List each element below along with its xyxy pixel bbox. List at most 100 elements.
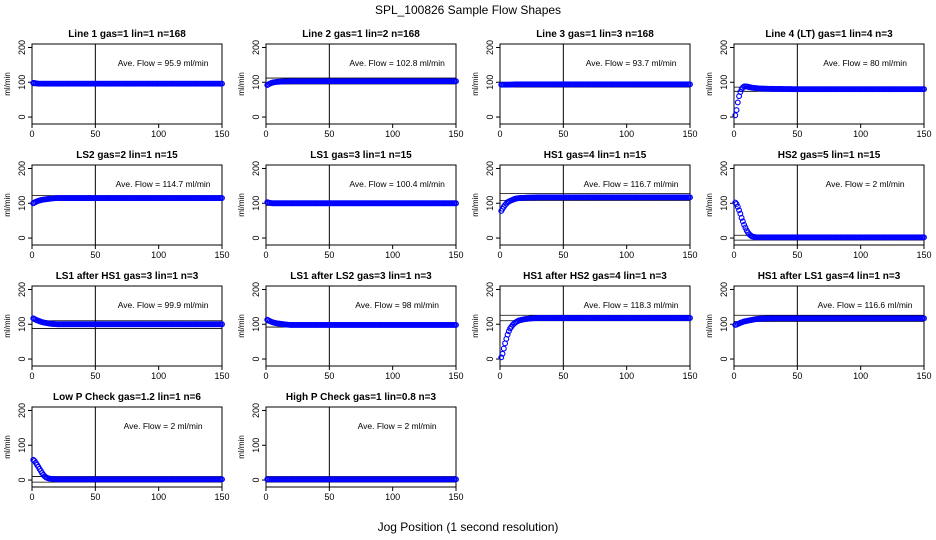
plot-frame xyxy=(31,164,223,246)
y-axis-label: ml/min xyxy=(705,314,714,338)
y-tick-label: 100 xyxy=(251,196,261,211)
figure-xlabel: Jog Position (1 second resolution) xyxy=(378,520,559,534)
y-tick-label: 0 xyxy=(485,357,495,362)
panel-14: High P Check gas=1 lin=0.8 n=3 0 50 100 150 0… xyxy=(237,392,464,502)
data-point xyxy=(453,78,459,85)
y-tick-label: 200 xyxy=(719,40,729,55)
data-point xyxy=(732,112,739,119)
y-tick-label: 100 xyxy=(485,196,495,211)
data-point xyxy=(687,194,693,201)
y-tick-label: 0 xyxy=(17,357,27,362)
x-tick-label: 50 xyxy=(90,371,100,381)
panel-title: High P Check gas=1 lin=0.8 n=3 xyxy=(286,392,437,403)
panel-1: Line 1 gas=1 lin=1 n=168 0 50 100 150 0 100 200… xyxy=(3,29,230,139)
panel-5: LS2 gas=2 lin=1 n=15 0 50 100 150 0 100 200 ml/m… xyxy=(3,150,230,260)
data-point xyxy=(219,321,225,328)
x-tick-label: 50 xyxy=(324,250,334,260)
x-tick-label: 0 xyxy=(29,492,34,502)
plot-frame xyxy=(733,43,925,125)
panel-13: Low P Check gas=1.2 lin=1 n=6 0 50 100 150 0 1… xyxy=(3,392,230,502)
y-tick-label: 200 xyxy=(251,161,261,176)
panel-title: HS2 gas=5 lin=1 n=15 xyxy=(778,150,881,161)
data-point xyxy=(741,221,748,228)
data-point xyxy=(736,207,743,214)
x-tick-label: 100 xyxy=(151,250,166,260)
y-tick-label: 200 xyxy=(485,40,495,55)
x-tick-label: 0 xyxy=(497,250,502,260)
data-point xyxy=(921,86,927,93)
panel-title: Line 3 gas=1 lin=3 n=168 xyxy=(536,29,654,40)
panel-8: HS2 gas=5 lin=1 n=15 0 50 100 150 0 100 200 ml/m… xyxy=(705,150,932,260)
panel-title: HS1 gas=4 lin=1 n=15 xyxy=(544,150,647,161)
x-tick-label: 100 xyxy=(619,371,634,381)
average-flow-annotation: Ave. Flow = 2 ml/min xyxy=(124,421,203,431)
y-tick-label: 0 xyxy=(485,115,495,120)
x-tick-label: 150 xyxy=(448,250,463,260)
panel-title: LS1 after LS2 gas=3 lin=1 n=3 xyxy=(290,271,432,282)
y-tick-label: 100 xyxy=(17,75,27,90)
x-tick-label: 50 xyxy=(792,250,802,260)
y-tick-label: 0 xyxy=(251,236,261,241)
panels-group: Line 1 gas=1 lin=1 n=168 0 50 100 150 0 100 200… xyxy=(3,29,932,502)
y-tick-label: 100 xyxy=(251,75,261,90)
average-flow-annotation: Ave. Flow = 99.9 ml/min xyxy=(118,300,209,310)
panel-title: Line 2 gas=1 lin=2 n=168 xyxy=(302,29,420,40)
x-tick-label: 50 xyxy=(324,129,334,139)
y-tick-label: 0 xyxy=(251,478,261,483)
y-axis-label: ml/min xyxy=(705,193,714,217)
x-tick-label: 50 xyxy=(792,371,802,381)
data-point xyxy=(499,350,506,357)
y-tick-label: 100 xyxy=(251,317,261,332)
average-flow-annotation: Ave. Flow = 118.3 ml/min xyxy=(584,300,679,310)
x-tick-label: 50 xyxy=(558,129,568,139)
x-tick-label: 0 xyxy=(263,492,268,502)
y-tick-label: 100 xyxy=(719,196,729,211)
plot-frame xyxy=(733,164,925,246)
x-tick-label: 150 xyxy=(916,371,931,381)
y-tick-label: 200 xyxy=(17,161,27,176)
plot-frame xyxy=(499,285,691,367)
y-tick-label: 200 xyxy=(17,40,27,55)
y-axis-label: ml/min xyxy=(3,435,12,459)
y-tick-label: 100 xyxy=(17,196,27,211)
panel-title: Line 1 gas=1 lin=1 n=168 xyxy=(68,29,186,40)
panel-title: LS1 gas=3 lin=1 n=15 xyxy=(310,150,412,161)
data-point xyxy=(742,224,749,231)
data-point xyxy=(219,80,225,87)
y-axis-label: ml/min xyxy=(471,314,480,338)
average-flow-annotation: Ave. Flow = 116.6 ml/min xyxy=(818,300,913,310)
data-point xyxy=(453,200,459,207)
data-point xyxy=(687,81,693,88)
y-tick-label: 200 xyxy=(17,403,27,418)
x-tick-label: 100 xyxy=(151,492,166,502)
x-tick-label: 50 xyxy=(90,492,100,502)
y-axis-label: ml/min xyxy=(3,314,12,338)
x-tick-label: 0 xyxy=(263,371,268,381)
panel-11: HS1 after HS2 gas=4 lin=1 n=3 0 50 100 150 0 1… xyxy=(471,271,698,381)
x-tick-label: 0 xyxy=(29,129,34,139)
x-tick-label: 0 xyxy=(731,371,736,381)
x-tick-label: 0 xyxy=(731,250,736,260)
data-point xyxy=(921,234,927,241)
panel-title: HS1 after LS1 gas=4 lin=1 n=3 xyxy=(758,271,901,282)
x-tick-label: 100 xyxy=(151,371,166,381)
y-tick-label: 100 xyxy=(17,317,27,332)
panel-12: HS1 after LS1 gas=4 lin=1 n=3 0 50 100 150 0 1… xyxy=(705,271,932,381)
x-tick-label: 150 xyxy=(214,371,229,381)
panel-2: Line 2 gas=1 lin=2 n=168 0 50 100 150 0 100 200… xyxy=(237,29,464,139)
x-tick-label: 150 xyxy=(214,250,229,260)
plot-frame xyxy=(499,164,691,246)
x-tick-label: 50 xyxy=(90,250,100,260)
figure-title: SPL_100826 Sample Flow Shapes xyxy=(375,3,561,17)
data-point xyxy=(738,214,745,221)
average-flow-annotation: Ave. Flow = 100.4 ml/min xyxy=(349,179,445,189)
x-tick-label: 50 xyxy=(90,129,100,139)
y-axis-label: ml/min xyxy=(471,193,480,217)
x-tick-label: 50 xyxy=(558,250,568,260)
data-point xyxy=(733,201,740,207)
x-tick-label: 150 xyxy=(214,129,229,139)
plot-frame xyxy=(733,285,925,367)
data-point xyxy=(453,322,459,328)
plot-frame xyxy=(31,406,223,488)
